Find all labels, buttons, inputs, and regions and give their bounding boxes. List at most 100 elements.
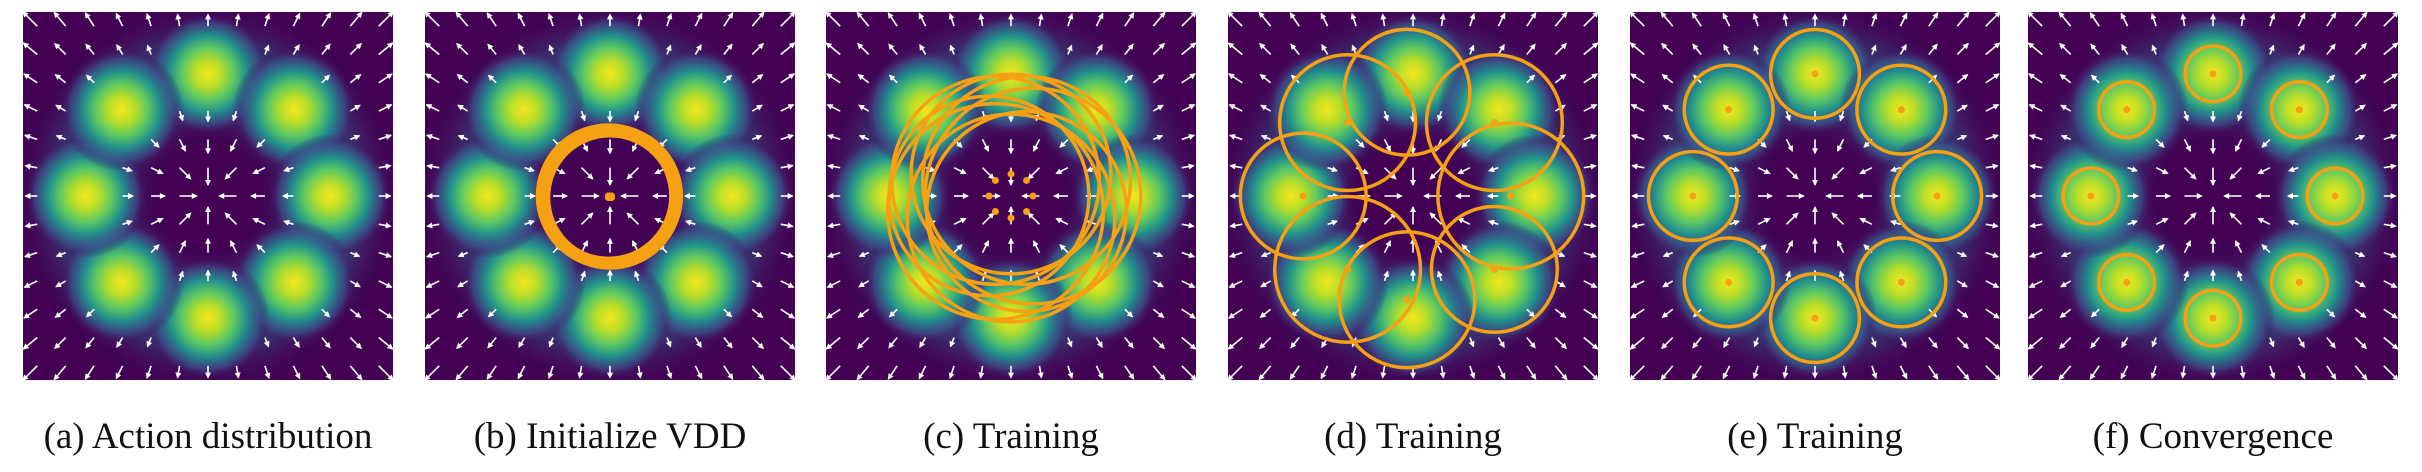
field-arrowhead bbox=[252, 168, 260, 174]
field-arrowhead bbox=[758, 12, 765, 19]
field-arrowhead bbox=[2359, 281, 2366, 288]
field-arrowhead bbox=[1841, 13, 1848, 20]
field-arrowhead bbox=[24, 193, 31, 199]
field-arrowhead bbox=[1932, 12, 1939, 19]
field-arrowhead bbox=[230, 145, 236, 152]
field-arrowhead bbox=[23, 42, 30, 49]
field-arrowhead bbox=[1662, 251, 1670, 258]
field-arrowhead bbox=[2299, 372, 2306, 380]
field-arrowhead bbox=[1792, 212, 1799, 219]
field-arrowhead bbox=[1994, 12, 2000, 18]
field-arrowhead bbox=[1188, 252, 1195, 258]
field-arrowhead bbox=[218, 193, 225, 199]
field-arrowhead bbox=[2059, 73, 2067, 81]
field-arrowhead bbox=[888, 74, 896, 81]
field-arrowhead bbox=[1630, 104, 1638, 110]
field-arrowhead bbox=[1530, 12, 1537, 19]
field-arrowhead bbox=[2391, 42, 2398, 49]
panel: (b) Initialize VDD bbox=[425, 12, 795, 457]
field-arrowhead bbox=[324, 342, 331, 349]
field-arrowhead bbox=[2161, 168, 2169, 174]
field-arrowhead bbox=[146, 340, 153, 348]
component-mean bbox=[606, 194, 614, 201]
field-arrowhead bbox=[486, 373, 493, 380]
field-arrowhead bbox=[1590, 134, 1597, 140]
field-arrowhead bbox=[1870, 340, 1877, 348]
field-arrowhead bbox=[1901, 44, 1907, 51]
field-arrowhead bbox=[2028, 42, 2035, 49]
field-arrowhead bbox=[1008, 116, 1014, 123]
field-arrowhead bbox=[582, 240, 588, 247]
field-arrowhead bbox=[1691, 12, 1698, 19]
field-arrowhead bbox=[1558, 251, 1566, 258]
field-arrowhead bbox=[1021, 193, 1028, 199]
field-arrowhead bbox=[1812, 206, 1818, 213]
field-arrowhead bbox=[24, 222, 31, 229]
field-arrowhead bbox=[85, 43, 92, 50]
field-arrowhead bbox=[205, 206, 211, 213]
field-arrowhead bbox=[1385, 240, 1391, 247]
field-arrowhead bbox=[1461, 244, 1468, 251]
field-arrowhead bbox=[1901, 12, 1908, 20]
field-arrowhead bbox=[2210, 269, 2216, 276]
field-arrowhead bbox=[1159, 12, 1166, 19]
field-arrowhead bbox=[1188, 282, 1196, 288]
component-circle bbox=[2183, 44, 2243, 104]
field-arrowhead bbox=[888, 311, 896, 318]
field-arrowhead bbox=[587, 212, 594, 219]
field-arrowhead bbox=[696, 372, 703, 380]
field-arrowhead bbox=[180, 240, 186, 247]
field-arrowhead bbox=[1561, 373, 1568, 380]
field-arrowhead bbox=[256, 141, 263, 148]
field-arrowhead bbox=[356, 12, 363, 19]
field-arrowhead bbox=[386, 42, 393, 49]
field-arrowhead bbox=[2392, 12, 2398, 18]
field-arrowhead bbox=[787, 134, 794, 140]
field-arrowhead bbox=[353, 134, 361, 141]
field-arrowhead bbox=[2059, 311, 2067, 319]
field-arrowhead bbox=[1993, 343, 2000, 350]
field-arrowhead bbox=[1993, 73, 2000, 80]
field-arrowhead bbox=[1260, 134, 1268, 141]
field-arrowhead bbox=[456, 42, 463, 50]
field-arrowhead bbox=[1752, 13, 1759, 20]
field-arrowhead bbox=[1733, 219, 1740, 226]
component-mean bbox=[2123, 278, 2131, 286]
field-arrowhead bbox=[283, 219, 290, 226]
field-arrowhead bbox=[1385, 145, 1391, 152]
field-arrowhead bbox=[156, 218, 164, 224]
component-circle bbox=[905, 112, 1117, 324]
field-arrowhead bbox=[353, 251, 361, 258]
field-arrowhead bbox=[826, 73, 833, 80]
field-arrowhead bbox=[696, 341, 702, 348]
field-arrowhead bbox=[2029, 252, 2036, 258]
field-arrowhead bbox=[1890, 219, 1897, 226]
field-arrowhead bbox=[2089, 12, 2096, 19]
field-arrowhead bbox=[2210, 13, 2216, 20]
field-arrowhead bbox=[1792, 173, 1799, 180]
field-arrowhead bbox=[1358, 141, 1365, 148]
field-arrowhead bbox=[126, 219, 133, 226]
field-arrowhead bbox=[948, 13, 955, 20]
component-circle bbox=[920, 74, 1133, 287]
field-arrowhead bbox=[2361, 12, 2368, 19]
field-arrowhead bbox=[1260, 281, 1267, 288]
field-arrowhead bbox=[1410, 269, 1416, 276]
component-circle bbox=[1855, 63, 1948, 156]
component-mean bbox=[2295, 106, 2303, 114]
field-arrowhead bbox=[666, 372, 673, 379]
field-arrowhead bbox=[2090, 311, 2098, 318]
field-arrowhead bbox=[696, 12, 703, 20]
field-arrowhead bbox=[2183, 270, 2189, 278]
field-arrowhead bbox=[385, 104, 393, 110]
field-arrowhead bbox=[1059, 244, 1066, 251]
field-arrowhead bbox=[2269, 372, 2276, 379]
caption: (f) Convergence bbox=[2093, 416, 2334, 457]
field-arrowhead bbox=[1439, 13, 1446, 20]
field-arrowhead bbox=[1753, 44, 1760, 52]
field-arrowhead bbox=[789, 374, 795, 380]
field-arrowhead bbox=[323, 74, 331, 81]
field-arrowhead bbox=[1630, 312, 1637, 319]
component-circle bbox=[1855, 236, 1948, 329]
